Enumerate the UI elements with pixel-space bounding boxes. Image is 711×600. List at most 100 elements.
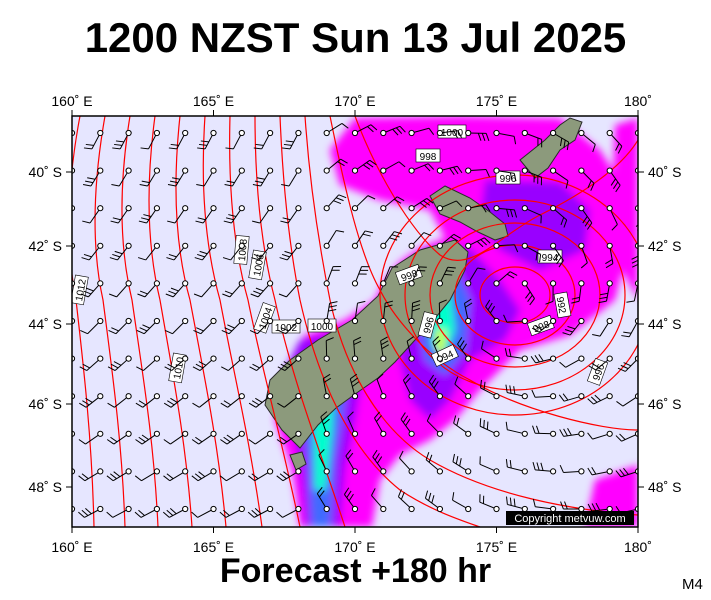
wind-barb-feather — [138, 509, 145, 516]
wind-barb-feather — [253, 290, 261, 295]
wind-station-dot — [408, 355, 415, 362]
wind-barb-feather — [83, 290, 92, 295]
lon-label: 165˚ E — [193, 539, 234, 555]
wind-barb-feather — [617, 146, 623, 154]
wind-barb-feather — [114, 250, 123, 255]
wind-barb-feather — [198, 361, 207, 366]
wind-station-dot — [436, 167, 443, 174]
wind-barb-feather — [109, 293, 117, 298]
wind-barb-feather — [529, 298, 535, 306]
wind-barb-feather — [563, 428, 568, 437]
wind-station-dot — [578, 129, 585, 137]
wind-barb-feather — [644, 148, 648, 155]
wind-barb-feather — [223, 509, 230, 516]
wind-barb-feather — [510, 209, 514, 218]
wind-station-dot — [238, 317, 245, 325]
wind-barb-feather — [406, 336, 414, 342]
wind-station-dot — [125, 430, 132, 437]
wind-barb-feather — [453, 166, 459, 175]
isobar-label: 994 — [542, 253, 559, 264]
wind-station-dot — [351, 280, 359, 287]
isobar-label: 996 — [422, 315, 437, 334]
wind-barb-feather — [252, 363, 260, 369]
wind-barb-feather — [57, 181, 65, 182]
wind-barb-feather — [534, 325, 543, 331]
wind-station-dot — [550, 129, 557, 137]
wind-barb-feather — [167, 220, 176, 224]
wind-barb-feather — [227, 324, 235, 329]
wind-barb-feather — [343, 487, 350, 495]
wind-station-dot — [606, 129, 613, 137]
wind-station-dot — [578, 355, 585, 362]
wind-station-dot — [351, 167, 359, 174]
wind-barb-feather — [616, 401, 624, 407]
wind-barb-feather — [78, 439, 86, 445]
wind-barb-feather — [134, 511, 142, 518]
copyright-text: Copyright metvuw.com — [514, 513, 625, 525]
wind-barb-feather — [221, 366, 229, 371]
wind-barb-feather — [197, 147, 206, 150]
wind-barb-feather — [193, 293, 202, 298]
wind-barb-feather — [389, 237, 398, 241]
wind-barb-feather — [255, 287, 264, 292]
wind-station-dot — [493, 355, 500, 362]
wind-barb-feather — [228, 214, 237, 217]
wind-barb-feather — [620, 364, 629, 370]
wind-barb-feather — [112, 217, 121, 221]
wind-barb-feather — [485, 204, 491, 212]
wind-station-dot — [408, 393, 415, 400]
wind-barb-feather — [251, 509, 259, 516]
wind-barb-feather — [138, 400, 147, 406]
wind-barb-feather — [444, 273, 453, 276]
wind-station-dot — [351, 205, 359, 212]
wind-barb-feather — [505, 421, 508, 430]
wind-station-dot — [408, 430, 415, 437]
wind-barb-feather — [594, 394, 601, 401]
wind-station-dot — [578, 468, 585, 475]
wind-station-dot — [380, 468, 387, 475]
wind-station-dot — [323, 280, 330, 287]
wind-station-dot — [550, 505, 557, 513]
wind-barb-feather — [559, 361, 566, 368]
wind-station-dot — [295, 280, 302, 287]
wind-barb-feather — [323, 418, 330, 425]
wind-station-dot — [323, 430, 330, 437]
wind-barb-shaft — [637, 208, 638, 210]
wind-station-dot — [550, 280, 557, 287]
wind-barb-feather — [439, 299, 447, 304]
wind-barb-feather — [480, 379, 482, 388]
wind-station-dot — [182, 280, 189, 287]
wind-station-dot — [351, 468, 359, 475]
wind-barb-feather — [621, 335, 630, 338]
wind-barb-feather — [509, 385, 512, 394]
wind-barb-feather — [376, 373, 384, 380]
wind-station-dot — [408, 205, 415, 212]
wind-barb-feather — [483, 237, 491, 244]
wind-barb-feather — [380, 340, 389, 346]
wind-barb-feather — [642, 144, 646, 151]
wind-station-dot — [295, 129, 302, 137]
lat-label: 40˚ S — [648, 164, 681, 180]
wind-barb-feather — [249, 366, 257, 371]
wind-barb-feather — [506, 273, 515, 279]
wind-barb-feather — [256, 177, 265, 180]
wind-station-dot — [436, 393, 443, 400]
wind-barb-feather — [525, 291, 531, 299]
wind-station-dot — [380, 505, 387, 513]
wind-station-dot — [351, 430, 359, 437]
wind-station-dot — [323, 167, 330, 174]
lon-label: 170˚ E — [334, 539, 375, 555]
wind-station-dot — [436, 355, 443, 362]
wind-station-dot — [436, 430, 443, 437]
map-title: 1200 NZST Sun 13 Jul 2025 — [84, 14, 627, 61]
wind-barb-feather — [198, 471, 206, 478]
wind-barb-feather — [220, 439, 228, 445]
isobar-label: 996 — [500, 174, 517, 185]
wind-barb-feather — [396, 196, 405, 202]
wind-station-dot — [521, 393, 528, 400]
wind-station-dot — [436, 468, 443, 475]
wind-station-dot — [323, 505, 330, 513]
wind-barb-feather — [109, 257, 118, 261]
wind-barb-feather — [477, 267, 486, 270]
wind-barb-feather — [403, 373, 410, 381]
